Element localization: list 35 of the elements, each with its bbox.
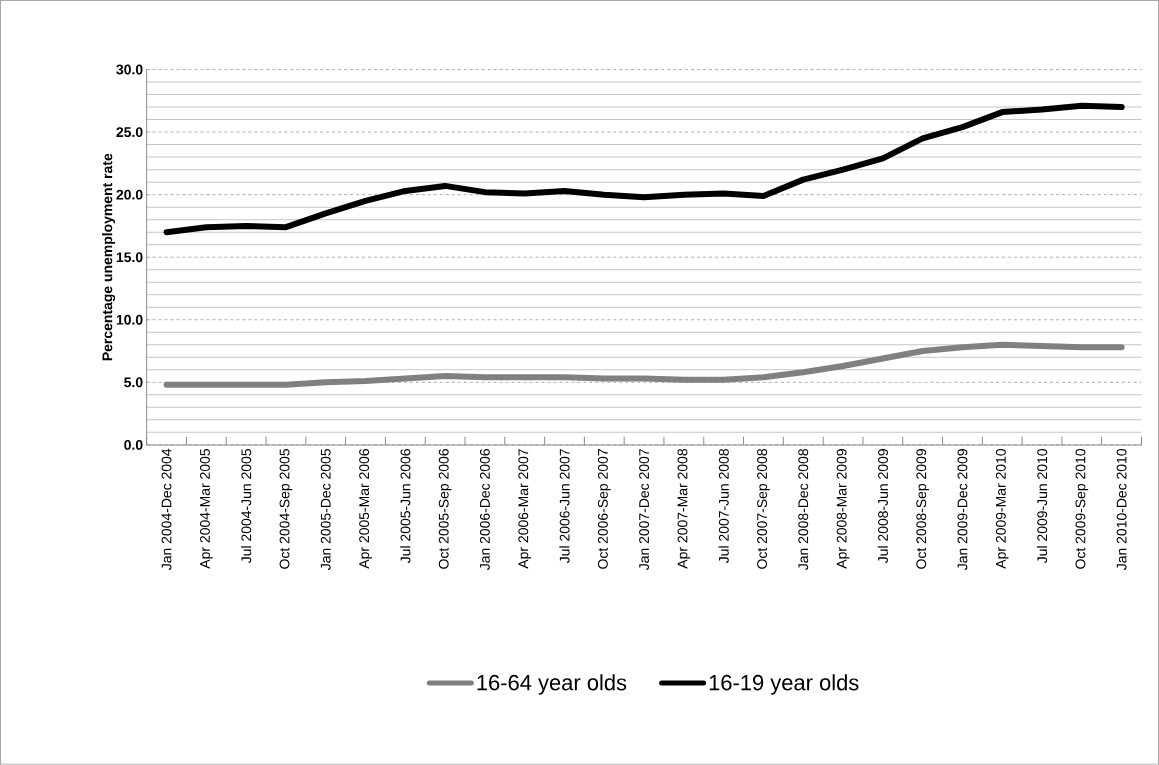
x-tick-label: Jan 2009-Dec 2009 [957,449,968,571]
x-tick-label: Apr 2009-Mar 2010 [995,449,1009,569]
x-tick-label: Jan 2007-Dec 2007 [639,449,650,571]
x-tick-label: Jul 2007-Jun 2008 [718,449,729,564]
x-tick-label: Oct 2007-Sep 2008 [757,449,770,569]
y-tick-label: 10.0 [116,314,143,325]
y-tick-label: 5.0 [124,377,143,388]
x-tick-label: Jan 2010-Dec 2010 [1116,449,1127,571]
x-tick-label: Oct 2005-Sep 2006 [438,449,452,569]
x-tick-label: Apr 2008-Mar 2009 [836,449,850,569]
x-tick-label: Jan 2008-Dec 2008 [798,449,809,571]
x-tick-label: Oct 2009-Sep 2010 [1075,449,1089,569]
legend-label: 16-19 year olds [709,674,859,695]
y-tick-label: 30.0 [116,64,143,75]
x-tick-label: Jul 2005-Jun 2006 [400,449,411,564]
x-tick-label: Oct 2004-Sep 2005 [279,449,293,569]
x-tick-label: Apr 2005-Mar 2006 [359,449,372,569]
y-tick-label: 25.0 [116,127,143,138]
x-tick-label: Jul 2009-Jun 2010 [1036,449,1048,564]
x-tick-label: Jan 2004-Dec 2004 [161,449,172,571]
x-tick-label: Oct 2008-Sep 2009 [916,449,929,569]
y-tick-label: 20.0 [116,189,143,200]
x-tick-label: Apr 2007-Mar 2008 [677,449,691,569]
y-tick-label: 15.0 [116,252,143,263]
x-tick-label: Apr 2004-Mar 2005 [199,449,213,569]
legend-label: 16-64 year olds [477,674,627,695]
y-axis-title: Percentage unemployment rate [102,153,116,361]
x-tick-label: Apr 2006-Mar 2007 [518,449,531,569]
x-tick-label: Jul 2004-Jun 2005 [240,449,252,564]
x-tick-label: Jul 2006-Jun 2007 [559,449,570,564]
y-tick-label: 0.0 [124,440,143,450]
x-tick-label: Jul 2008-Jun 2009 [877,449,888,564]
x-tick-label: Oct 2006-Sep 2007 [597,449,611,569]
x-tick-label: Jan 2005-Dec 2005 [320,449,331,571]
x-tick-label: Jan 2006-Dec 2006 [479,449,490,571]
